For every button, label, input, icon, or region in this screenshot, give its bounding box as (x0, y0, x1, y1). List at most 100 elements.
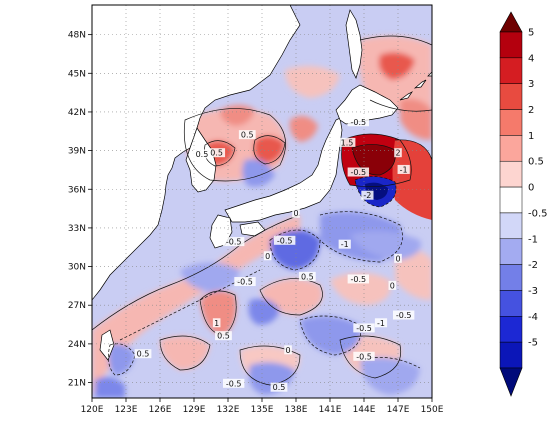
contour-label: -0.5 (277, 236, 293, 245)
lat-tick-label: 45N (68, 69, 86, 79)
contour-label-bg (212, 318, 221, 328)
colorbar-swatch (499, 212, 523, 240)
contour-label-bg (134, 349, 152, 359)
contour-labels: 0.50.50.5-0.51.52-0.5 -1-20-0.5-0.50-0.50… (134, 117, 415, 392)
contour-label-bg (284, 345, 292, 355)
contour-label: 1 (214, 319, 219, 328)
contour-label-bg (392, 310, 415, 320)
contour-label-bg (298, 271, 316, 281)
contour-label-bg (374, 318, 388, 328)
contour-label-bg (397, 164, 410, 174)
lat-tick-label: 36N (68, 185, 86, 195)
contour-label-bg (347, 117, 370, 127)
contour-label-bg (394, 253, 402, 263)
lat-tick-label: 30N (68, 263, 86, 273)
honshu (224, 117, 343, 223)
colorbar-swatch (499, 264, 523, 291)
contour-label-bg (347, 167, 370, 177)
colorbar-level-label: 3 (528, 79, 534, 90)
lat-tick-label: 42N (68, 108, 86, 118)
lat-tick-label: 33N (68, 224, 86, 234)
contour-label: 0.5 (301, 272, 314, 281)
lat-tick-label: 27N (68, 301, 86, 311)
contour-label-bg (347, 274, 370, 284)
latitude-axis: 21N 24N 27N 30N 33N 36N 39N 42N 45N 48N (68, 31, 92, 389)
colorbar-level-label: -4 (528, 312, 538, 323)
contour-label: -0.5 (226, 379, 242, 388)
contour-label-bg (338, 239, 351, 249)
colorbar-swatch (499, 186, 523, 214)
contour-label: -0.5 (356, 352, 372, 361)
contour-label-bg (338, 137, 356, 147)
lat-tick-label: 48N (68, 31, 86, 41)
colorbar-swatch (499, 57, 523, 84)
contour-label: 0 (293, 209, 298, 218)
colorbar-level-label: 5 (528, 28, 534, 39)
lon-tick-label: 150E (421, 405, 444, 415)
colorbar-level-label: -2 (528, 260, 538, 271)
lon-tick-label: 120E (81, 405, 104, 415)
contour-label-bg (353, 323, 375, 333)
warm-core-inner (352, 144, 396, 176)
lon-tick-label: 147E (387, 405, 410, 415)
contour-label: 0.5 (273, 383, 286, 392)
contour-label: 0.5 (137, 350, 150, 359)
colorbar-swatch (499, 83, 523, 110)
colorbar-level-label: 2 (528, 105, 534, 116)
contour-label-bg (222, 237, 245, 247)
colorbar-swatch (499, 135, 523, 162)
contour-label: 0.5 (196, 150, 209, 159)
contour-label: 0 (390, 281, 395, 290)
colorbar-swatch (499, 238, 523, 265)
colorbar-bottom-arrow (499, 367, 523, 397)
colorbar: 5 4 3 2 1 0.5 0 -0.5 -1 -2 -3 -4 -5 (499, 11, 547, 397)
contour-label: 0 (395, 254, 400, 263)
warm-core-outer (392, 139, 432, 220)
contour-label: -0.5 (237, 278, 253, 287)
contour-label: 0 (286, 346, 291, 355)
contour-label-bg (215, 331, 232, 341)
contour-label: -0.5 (226, 238, 242, 247)
lat-tick-label: 24N (68, 340, 86, 350)
contour-label: -1 (341, 240, 349, 249)
contour-label: 2 (395, 149, 400, 158)
contour-label-bg (263, 251, 272, 261)
contour-label-bg (273, 235, 296, 245)
lon-tick-label: 132E (217, 405, 240, 415)
contour-label: 0 (265, 252, 270, 261)
colorbar-level-label: -5 (528, 338, 538, 349)
contour-label: -1 (400, 165, 408, 174)
asian-mainland (92, 5, 301, 301)
contour-label: -0.5 (396, 311, 412, 320)
contour-label-bg (222, 378, 245, 388)
anomaly-shading (92, 36, 432, 398)
lon-tick-label: 141E (319, 405, 342, 415)
contour-label-bg (292, 208, 300, 218)
colorbar-level-label: 4 (528, 53, 534, 64)
lon-tick-label: 135E (251, 405, 274, 415)
contour-label: 0.5 (210, 149, 223, 158)
colorbar-level-label: 0 (528, 183, 534, 194)
contour-label-bg (193, 149, 211, 159)
colorbar-level-label: -3 (528, 286, 538, 297)
lon-tick-label: 126E (149, 405, 172, 415)
contour-label: -0.5 (351, 275, 367, 284)
contour-label: -2 (363, 191, 371, 200)
colorbar-swatch (499, 31, 523, 59)
colorbar-swatch (499, 160, 523, 188)
colorbar-level-label: -0.5 (528, 208, 547, 219)
contour-label: 0.5 (241, 131, 254, 140)
colorbar-swatch (499, 290, 523, 317)
graticule (92, 5, 432, 398)
colorbar-level-label: 0.5 (528, 157, 544, 168)
longitude-axis: 120E 123E 126E 129E 132E 135E 138E 141E 144E 147E… (81, 398, 444, 415)
taiwan (99, 329, 115, 361)
contour-label-bg (234, 277, 256, 287)
lon-tick-label: 129E (183, 405, 206, 415)
contour-label-bg (361, 190, 374, 200)
contour-label: -0.5 (351, 168, 367, 177)
kuril-islands (399, 71, 432, 101)
contour-label-bg (394, 148, 402, 158)
land (92, 5, 432, 361)
